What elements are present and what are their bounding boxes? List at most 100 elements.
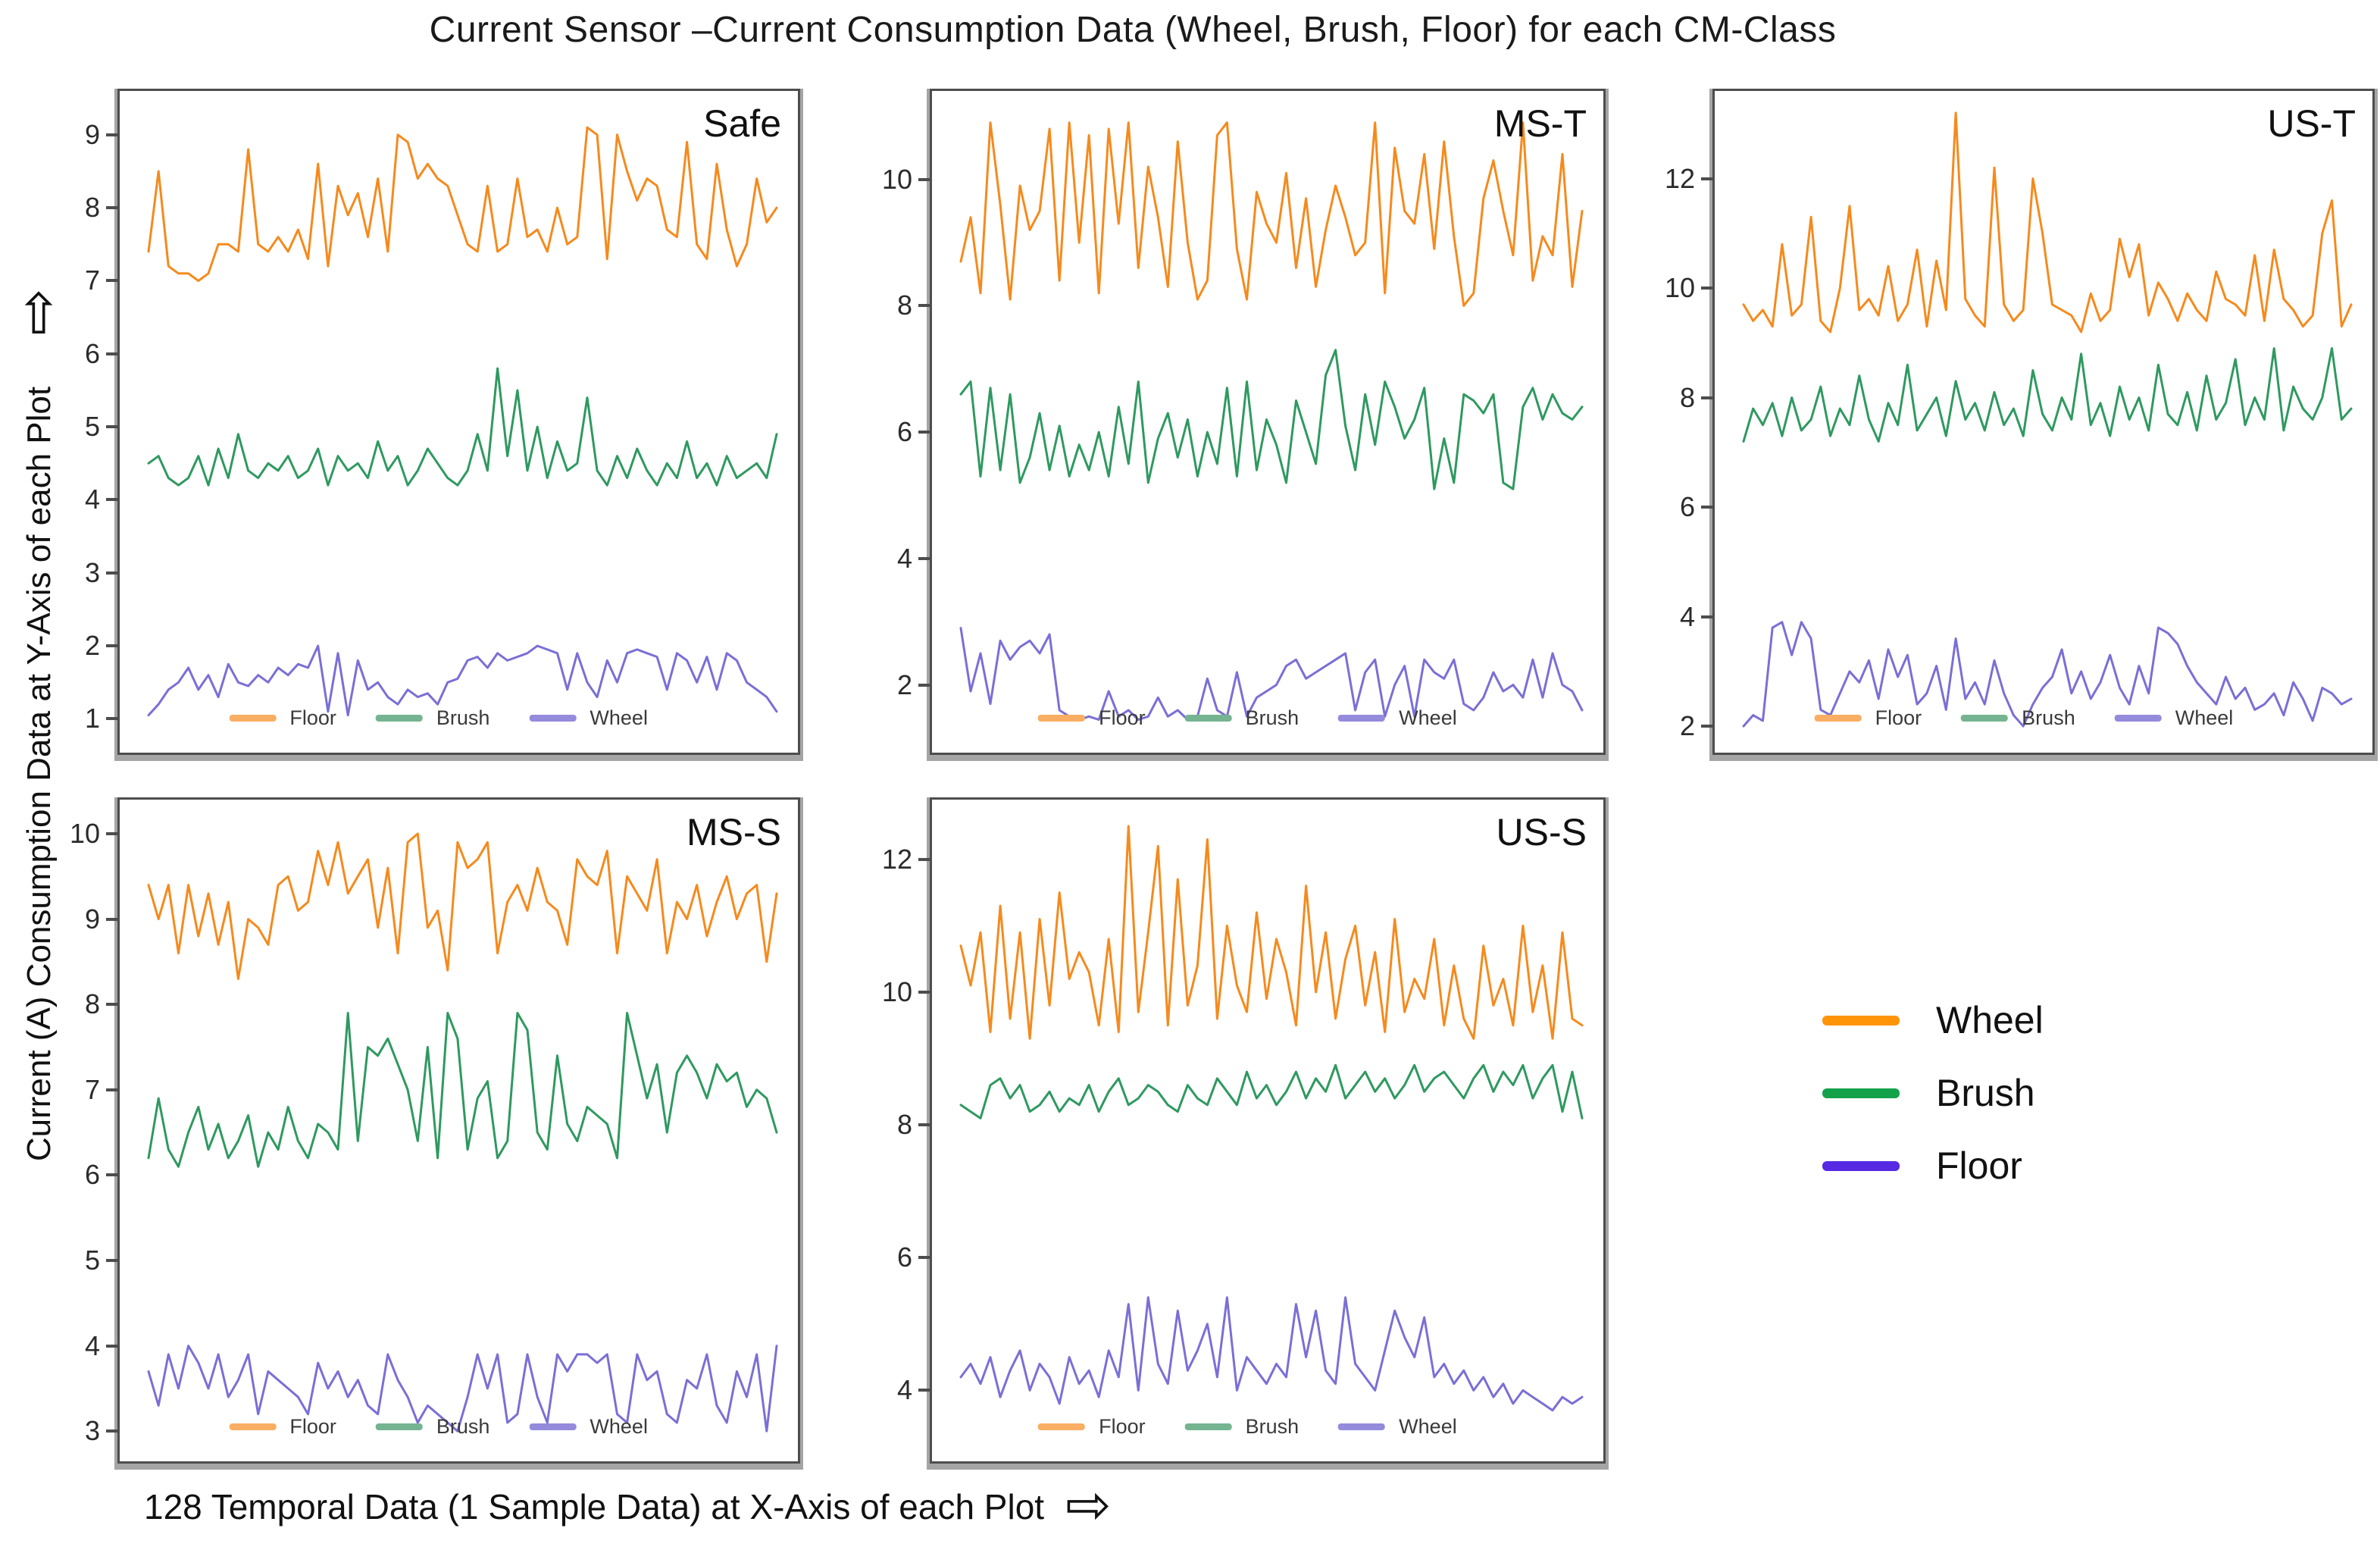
subplot-us-s: US-S Floor Brush Wheel 4 6 8 10 12 xyxy=(882,797,1606,1464)
main-legend-item-brush: Brush xyxy=(1822,1072,2044,1114)
mini-legend-item-floor: Floor xyxy=(229,706,336,730)
series-line-floor xyxy=(147,1345,778,1433)
floor-swatch xyxy=(229,1423,277,1430)
y-tick-label: 8 xyxy=(84,192,100,224)
y-tick-label: 12 xyxy=(1664,162,1695,194)
series-line-floor xyxy=(147,644,778,717)
mini-legend-label: Wheel xyxy=(2175,706,2234,729)
y-tick-mark xyxy=(106,352,117,355)
mini-legend-label: Floor xyxy=(289,706,336,729)
y-tick-mark xyxy=(1701,177,1712,180)
y-tick-label: 10 xyxy=(69,818,100,850)
mini-legend-label: Floor xyxy=(289,1415,336,1438)
y-tick-mark xyxy=(106,1088,117,1091)
series-line-brush xyxy=(147,367,778,487)
brush-swatch xyxy=(1184,715,1232,722)
y-tick-label: 2 xyxy=(1679,710,1695,742)
y-tick-label: 6 xyxy=(84,1159,100,1191)
y-tick-mark xyxy=(918,1389,930,1392)
y-tick-mark xyxy=(106,1429,117,1433)
floor-swatch xyxy=(1822,1160,1900,1171)
series-line-wheel xyxy=(147,832,778,980)
y-tick-label: 8 xyxy=(84,988,100,1020)
main-legend-item-wheel: Wheel xyxy=(1822,999,2044,1041)
y-tick-mark xyxy=(918,556,930,560)
series-line-wheel xyxy=(959,825,1584,1040)
series-line-brush xyxy=(147,1012,778,1168)
brush-swatch xyxy=(375,1423,423,1430)
plot-canvas xyxy=(959,121,1584,721)
brush-swatch xyxy=(375,715,423,722)
series-line-floor xyxy=(1742,621,2353,728)
mini-legend-label: Brush xyxy=(436,706,490,729)
brush-swatch xyxy=(1961,715,2009,722)
right-arrow-icon: ⇨ xyxy=(1065,1475,1112,1536)
mini-legend-item-wheel: Wheel xyxy=(529,1415,648,1439)
mini-legend-item-floor: Floor xyxy=(1814,706,1922,730)
mini-legend-item-brush: Brush xyxy=(375,1415,489,1439)
y-tick-label: 9 xyxy=(84,118,100,150)
mini-legend: Floor Brush Wheel xyxy=(229,1415,648,1439)
y-tick-mark xyxy=(106,832,117,836)
y-tick-mark xyxy=(1701,506,1712,509)
mini-legend-item-wheel: Wheel xyxy=(529,706,648,730)
floor-swatch xyxy=(1038,1423,1086,1430)
mini-legend-label: Wheel xyxy=(590,1415,648,1438)
subplot-corner-label: US-T xyxy=(2267,102,2356,145)
y-tick-mark xyxy=(106,279,117,283)
plot-canvas xyxy=(147,832,778,1433)
main-legend-item-floor: Floor xyxy=(1822,1144,2044,1187)
wheel-swatch xyxy=(2114,715,2162,722)
wheel-swatch xyxy=(1338,715,1386,722)
mini-legend-label: Wheel xyxy=(1399,1415,1457,1438)
subplot-corner-label: MS-T xyxy=(1493,102,1587,145)
y-tick-mark xyxy=(1701,287,1712,290)
mini-legend-item-wheel: Wheel xyxy=(1338,1415,1457,1439)
y-tick-mark xyxy=(918,177,930,181)
main-legend-label: Wheel xyxy=(1936,999,2044,1041)
figure-title: Current Sensor –Current Consumption Data… xyxy=(429,10,1837,50)
series-line-floor xyxy=(959,1296,1584,1412)
y-tick-label: 5 xyxy=(84,1245,100,1276)
series-line-floor xyxy=(959,627,1584,721)
y-tick-label: 4 xyxy=(896,1374,912,1406)
y-tick-label: 4 xyxy=(84,484,100,515)
mini-legend-label: Wheel xyxy=(590,706,648,729)
y-tick-label: 3 xyxy=(84,556,100,588)
mini-legend-item-brush: Brush xyxy=(1961,706,2075,730)
y-tick-mark xyxy=(106,917,117,921)
y-tick-mark xyxy=(918,1256,930,1260)
y-tick-mark xyxy=(106,571,117,575)
wheel-swatch xyxy=(1338,1423,1386,1430)
wheel-swatch xyxy=(1822,1015,1900,1026)
y-tick-mark xyxy=(106,1344,117,1348)
plot-canvas xyxy=(1742,111,2353,728)
subplot-corner-label: MS-S xyxy=(686,811,781,853)
y-tick-label: 6 xyxy=(84,337,100,369)
y-tick-mark xyxy=(106,1003,117,1007)
mini-legend: Floor Brush Wheel xyxy=(1038,1415,1457,1439)
floor-swatch xyxy=(229,715,277,722)
floor-swatch xyxy=(1038,715,1086,722)
mini-legend-label: Floor xyxy=(1099,1415,1146,1438)
y-tick-label: 4 xyxy=(1679,600,1695,632)
mini-legend-item-wheel: Wheel xyxy=(2114,706,2234,730)
plot-canvas xyxy=(147,126,778,717)
y-tick-mark xyxy=(918,304,930,308)
y-tick-label: 12 xyxy=(881,843,912,875)
series-line-brush xyxy=(959,349,1584,490)
y-tick-label: 1 xyxy=(84,703,100,734)
y-tick-mark xyxy=(106,644,117,648)
subplot-corner-label: US-S xyxy=(1496,811,1587,853)
y-tick-mark xyxy=(106,498,117,502)
mini-legend-item-brush: Brush xyxy=(1184,1415,1299,1439)
subplot-ms-t: MS-T Floor Brush Wheel 2 4 6 8 10 xyxy=(882,89,1606,755)
main-legend-label: Floor xyxy=(1936,1144,2022,1187)
floor-swatch xyxy=(1814,715,1862,722)
mini-legend-label: Floor xyxy=(1099,706,1146,729)
y-tick-label: 8 xyxy=(896,1109,912,1141)
mini-legend-label: Floor xyxy=(1875,706,1922,729)
y-tick-label: 3 xyxy=(84,1415,100,1447)
y-tick-mark xyxy=(918,857,930,861)
plot-canvas xyxy=(959,825,1584,1412)
